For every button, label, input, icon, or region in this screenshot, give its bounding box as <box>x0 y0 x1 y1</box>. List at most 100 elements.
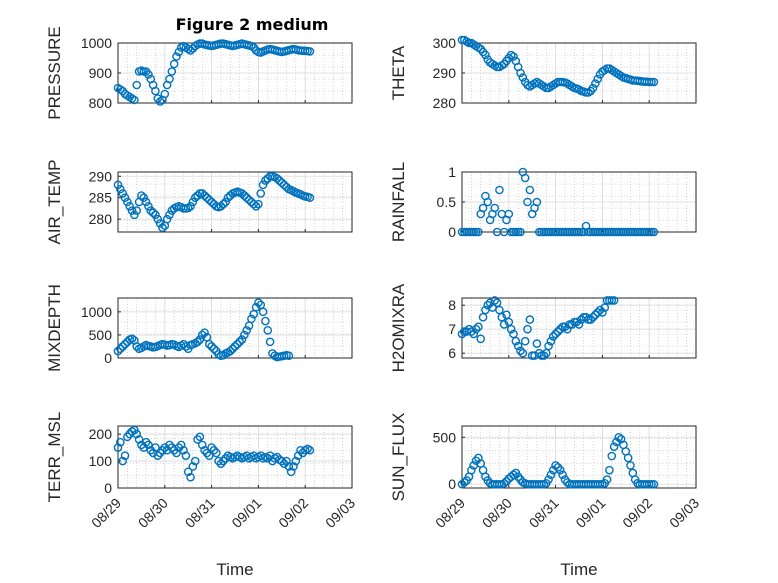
x-tick-label: 08/30 <box>479 495 515 531</box>
data-point <box>279 180 289 190</box>
data-point <box>193 337 202 347</box>
data-point <box>553 327 563 336</box>
data-point <box>614 432 624 442</box>
y-tick-label: 280 <box>89 211 113 227</box>
y-tick-label: 6 <box>448 345 456 361</box>
data-point <box>588 312 598 322</box>
axes-box <box>461 171 697 233</box>
data-point <box>153 451 163 460</box>
data-point <box>207 443 216 452</box>
data-point <box>183 467 193 477</box>
data-point <box>483 300 493 310</box>
data-point <box>305 47 315 56</box>
x-tick-label: 09/01 <box>572 495 608 531</box>
x-tick-label: 08/31 <box>526 495 562 531</box>
data-point <box>467 327 476 336</box>
data-point <box>520 173 530 183</box>
data-point <box>230 342 240 351</box>
data-point <box>572 317 581 327</box>
data-point <box>539 351 549 360</box>
x-tick-label: 08/29 <box>432 495 468 531</box>
data-point <box>188 462 198 471</box>
y-axis-label: MIXDEPTH <box>45 284 64 372</box>
data-point <box>649 227 659 237</box>
figure-title: Figure 2 medium <box>176 15 329 34</box>
data-point <box>261 316 270 326</box>
x-tick-label: 09/02 <box>619 495 655 531</box>
data-point <box>523 197 532 207</box>
data-point <box>172 52 181 61</box>
data-point <box>469 329 479 339</box>
data-point <box>509 52 518 61</box>
data-point <box>506 324 516 334</box>
data-point <box>155 219 165 228</box>
data-point <box>460 478 469 487</box>
data-point <box>165 440 174 450</box>
data-point <box>209 344 219 354</box>
data-point <box>200 191 209 200</box>
data-point <box>169 59 179 69</box>
data-point <box>242 193 251 203</box>
y-tick-label: 0 <box>104 480 112 496</box>
data-point <box>563 324 572 334</box>
data-point <box>467 465 476 475</box>
data-point <box>272 174 282 183</box>
data-point <box>254 298 263 307</box>
axes-box <box>461 42 697 104</box>
y-tick-label: 285 <box>89 190 113 206</box>
data-point <box>626 461 635 470</box>
data-point <box>481 50 490 60</box>
data-point <box>132 429 142 439</box>
data-point <box>471 324 481 334</box>
data-point <box>244 195 254 205</box>
data-point <box>144 201 153 211</box>
data-point <box>195 432 205 442</box>
data-point <box>237 189 247 198</box>
data-point <box>284 462 294 471</box>
subplot-mixdepth: 0 500 1000 MIXDEPTH <box>45 284 353 372</box>
subplot-h2omixra: 6 7 8 H2OMIXRA <box>389 283 697 372</box>
data-point <box>277 178 287 188</box>
data-point <box>172 448 181 458</box>
data-point <box>495 185 504 195</box>
data-point <box>160 89 170 99</box>
data-point <box>551 461 560 470</box>
data-point <box>141 437 151 447</box>
axes-box <box>117 425 353 489</box>
y-tick-label: 200 <box>89 426 113 442</box>
y-tick-label: 0 <box>448 224 456 240</box>
data-point <box>118 342 127 351</box>
y-axis-label: RAINFALL <box>389 162 408 242</box>
data-point <box>190 193 200 203</box>
data-point <box>240 191 249 200</box>
data-point <box>186 46 195 55</box>
data-point <box>457 329 467 339</box>
data-point <box>286 467 296 477</box>
data-point <box>289 462 298 471</box>
data-point <box>293 451 303 460</box>
subplot-sun_flux: 08/29 08/30 08/31 09/01 09/02 09/03 0 500 SUN_FL… <box>389 413 702 579</box>
data-point <box>474 227 483 237</box>
plot-area <box>117 425 353 489</box>
data-point <box>226 346 235 356</box>
data-point <box>197 440 207 450</box>
data-point <box>240 330 249 340</box>
data-point <box>179 445 188 455</box>
data-point <box>216 459 226 469</box>
data-point <box>258 307 268 317</box>
data-point <box>165 74 174 84</box>
data-point <box>258 180 268 190</box>
data-point <box>649 479 659 489</box>
data-point <box>123 197 132 207</box>
data-point <box>593 74 603 84</box>
data-point <box>602 475 612 484</box>
data-point <box>478 203 488 213</box>
data-point <box>574 320 584 329</box>
data-point <box>490 203 500 213</box>
data-point <box>183 203 193 213</box>
data-point <box>605 465 614 475</box>
y-tick-label: 500 <box>433 429 457 445</box>
data-point <box>207 342 216 351</box>
data-point <box>120 193 130 203</box>
